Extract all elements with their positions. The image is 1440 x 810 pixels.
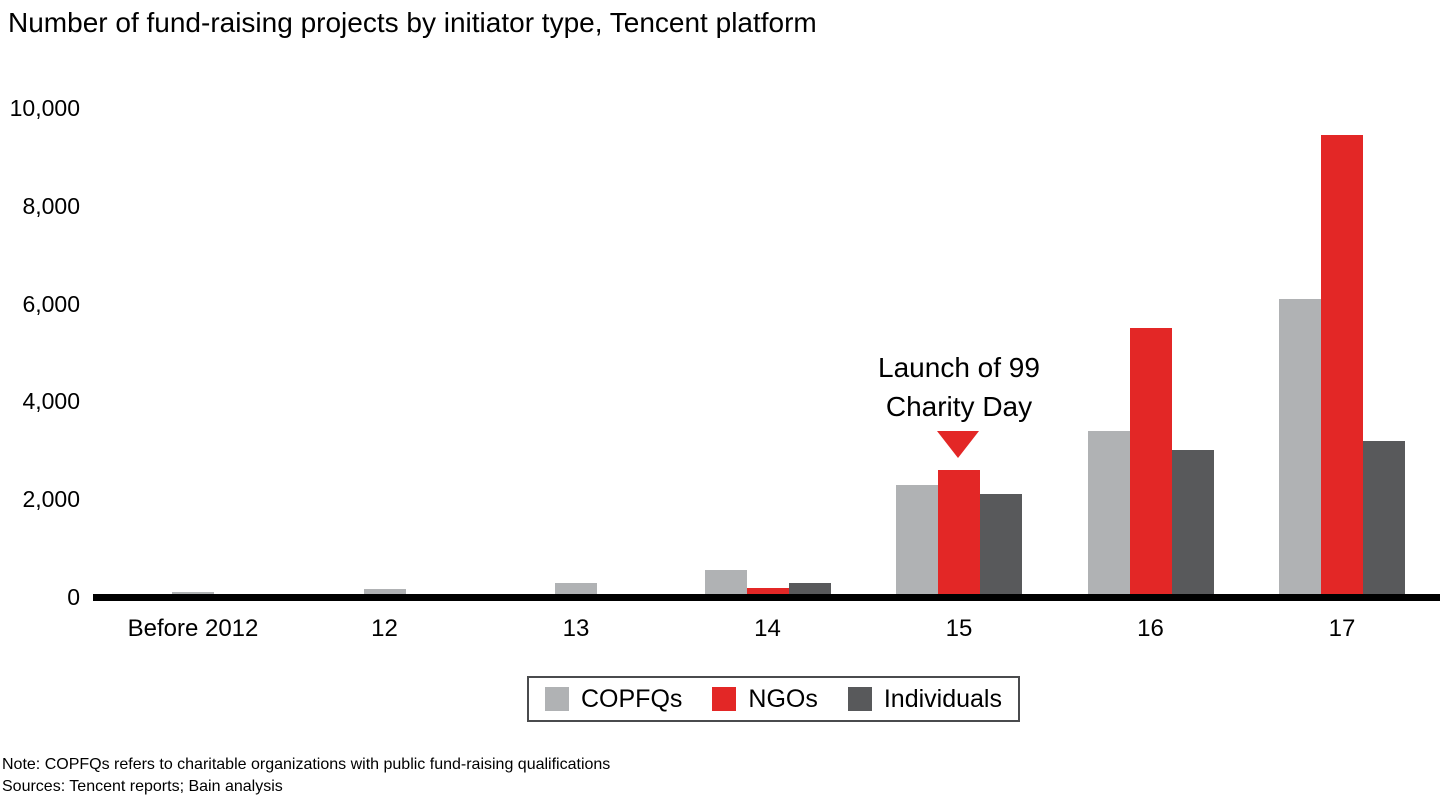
note-text: Note: COPFQs refers to charitable organi… [2, 756, 611, 773]
bar-ngos-16 [1129, 328, 1172, 597]
bar-ngos-14 [746, 588, 789, 597]
y-axis-tick-label: 10,000 [9, 95, 80, 121]
legend-swatch-ngos [712, 687, 737, 711]
y-axis-tick-label: 8,000 [22, 192, 80, 219]
legend-item-ngos: NGOs [712, 685, 818, 713]
footnotes: Note: COPFQs refers to charitable organi… [2, 754, 610, 798]
bar-copfqs-15 [896, 484, 938, 597]
sources-text: Sources: Tencent reports; Bain analysis [2, 778, 283, 795]
legend-item-copfqs: COPFQs [545, 685, 682, 713]
legend: COPFQs NGOs Individuals [527, 676, 1020, 722]
bar-individuals-14 [788, 583, 831, 597]
x-axis-category-label: Before 2012 [127, 615, 259, 642]
bar-copfqs-17 [1279, 298, 1321, 597]
y-axis-tick-label: 2,000 [22, 486, 80, 513]
chart-title: Number of fund-raising projects by initi… [8, 7, 817, 38]
x-axis-baseline [93, 594, 1440, 601]
annotation-line-1: Launch of 99 [878, 352, 1040, 383]
bar-individuals-17 [1363, 440, 1405, 597]
annotation-line-2: Charity Day [885, 391, 1033, 422]
down-triangle-icon [937, 431, 979, 458]
x-axis-category-label: 12 [371, 615, 398, 642]
y-axis-tick-label: 6,000 [22, 290, 80, 317]
legend-label-individuals: Individuals [883, 685, 1002, 713]
bar-copfqs-14 [704, 570, 747, 597]
y-axis-tick-label: 0 [67, 584, 80, 610]
bar-ngos-15 [938, 469, 980, 597]
bar-individuals-16 [1171, 450, 1214, 597]
bar-copfqs-16 [1087, 430, 1130, 597]
x-axis-category-label: 15 [945, 615, 973, 642]
bar-ngos-17 [1321, 134, 1363, 597]
legend-swatch-individuals [847, 687, 872, 711]
x-axis-category-label: 13 [562, 615, 590, 642]
legend-item-individuals: Individuals [847, 685, 1002, 713]
legend-swatch-copfqs [545, 687, 569, 711]
bar-copfqs-13 [555, 582, 597, 597]
legend-label-ngos: NGOs [748, 685, 818, 713]
bar-copfqs-12 [363, 588, 406, 597]
legend-label-copfqs: COPFQs [581, 685, 683, 713]
annotation-text: Launch of 99 Charity Day [799, 348, 1119, 426]
x-axis-category-label: 16 [1137, 615, 1164, 642]
x-axis-category-label: 17 [1328, 615, 1356, 642]
bar-individuals-15 [980, 494, 1022, 597]
y-axis-tick-label: 4,000 [22, 388, 80, 415]
x-axis-category-label: 14 [754, 615, 781, 642]
